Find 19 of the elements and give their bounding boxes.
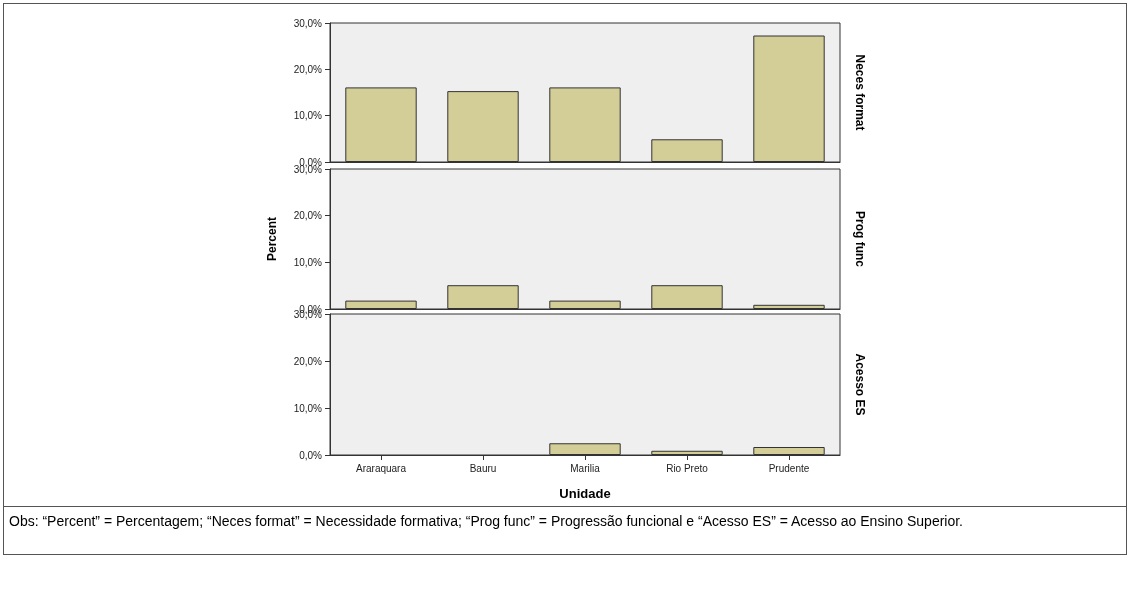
y-tick-label: 10,0%	[293, 110, 323, 122]
text: Neces format	[853, 54, 867, 131]
y-tick-label: 0,0%	[299, 449, 323, 461]
x-tick-label: Prudente	[768, 462, 810, 474]
text: Obs: “Percent” = Percentagem; “Neces format” = Necessidade formativa; “Prog func” = Progressão funcional e “Acesso ES” = Acesso ao Ensino Superior.	[3, 506, 1127, 555]
text: Prog func	[853, 211, 867, 268]
x-tick-label: Bauru	[469, 462, 497, 474]
y-tick-label: 20,0%	[293, 355, 323, 367]
y-tick-label: 20,0%	[293, 63, 323, 75]
y-tick-label: 10,0%	[293, 256, 323, 268]
x-tick-label: Rio Preto	[666, 462, 709, 474]
x-tick-label: Araraquara	[355, 462, 407, 474]
y-tick-label: 30,0%	[293, 17, 323, 29]
x-tick-label: Marilia	[570, 462, 601, 474]
text: Acesso ES	[853, 353, 867, 416]
y-tick-label: 10,0%	[293, 402, 323, 414]
x-axis-title: Unidade	[559, 486, 611, 501]
y-tick-label: 20,0%	[293, 210, 323, 222]
y-axis-title: Percent	[265, 216, 279, 262]
